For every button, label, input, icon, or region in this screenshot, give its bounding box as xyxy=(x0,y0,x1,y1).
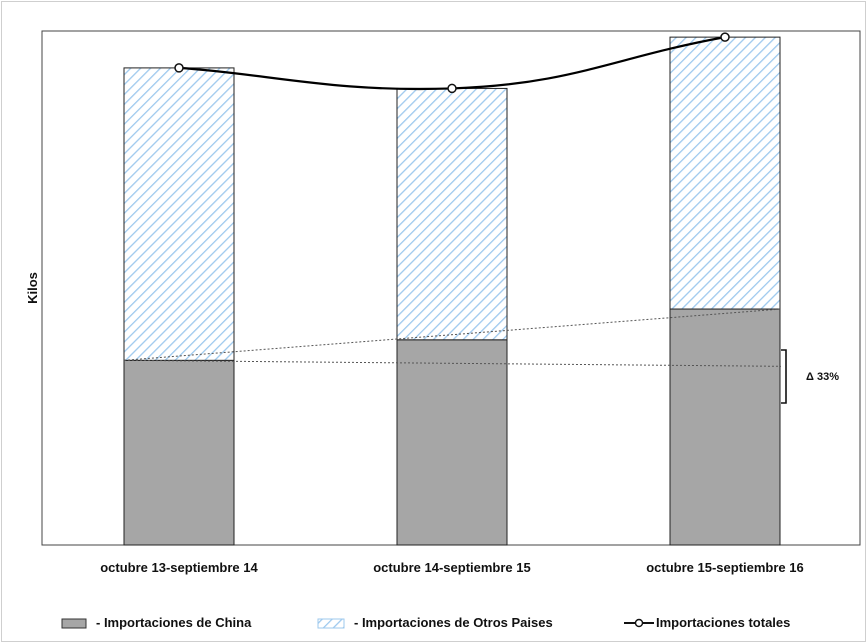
reference-lines xyxy=(123,308,782,367)
reference-line-baseline xyxy=(123,359,782,367)
bar-otros-0 xyxy=(123,67,235,361)
legend-swatch-china xyxy=(61,618,87,629)
total-point-1 xyxy=(447,83,457,94)
bar-china-1 xyxy=(396,339,508,546)
legend-swatch-total-point xyxy=(634,618,644,628)
legend: - Importaciones de China - Importaciones … xyxy=(61,615,790,630)
bar-otros-1 xyxy=(396,87,508,341)
legend-swatch-otros xyxy=(317,618,345,629)
y-axis-label: Kilos xyxy=(25,272,40,304)
bar-otros-2 xyxy=(669,36,781,310)
total-point-0 xyxy=(174,63,184,73)
legend-label-otros: - Importaciones de Otros Paises xyxy=(354,615,553,630)
reference-line-trend xyxy=(123,308,782,361)
bar-china-2 xyxy=(669,308,781,546)
delta-annotation: Δ 33% xyxy=(781,349,839,404)
x-tick-label-2: octubre 15-septiembre 16 xyxy=(646,560,804,575)
delta-label: Δ 33% xyxy=(806,371,839,383)
x-tick-labels: octubre 13-septiembre 14 octubre 14-septi… xyxy=(100,560,804,575)
bar-china-0 xyxy=(123,359,235,546)
legend-label-total: Importaciones totales xyxy=(656,615,790,630)
total-line-group xyxy=(174,32,730,94)
bars-group xyxy=(123,36,781,546)
legend-label-china: - Importaciones de China xyxy=(96,615,252,630)
x-tick-label-1: octubre 14-septiembre 15 xyxy=(373,560,531,575)
delta-bracket xyxy=(781,349,787,404)
x-tick-label-0: octubre 13-septiembre 14 xyxy=(100,560,258,575)
total-point-2 xyxy=(720,32,730,42)
